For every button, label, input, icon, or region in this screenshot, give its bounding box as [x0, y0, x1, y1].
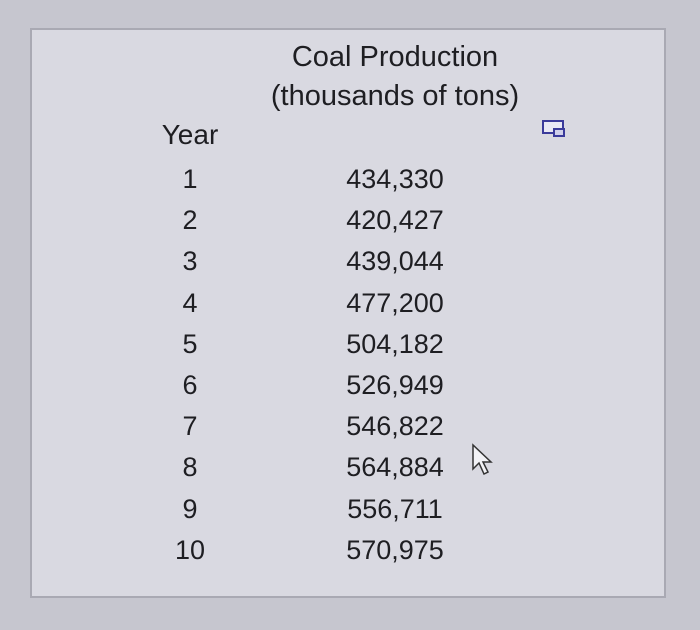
year-cell: 6 — [182, 370, 198, 400]
production-cell: 564,884 — [346, 452, 444, 483]
production-cell: 420,427 — [346, 205, 444, 236]
production-cell: 546,822 — [346, 411, 444, 442]
year-cell: 7 — [182, 411, 198, 442]
production-cell: 439,044 — [346, 246, 444, 277]
year-cell: 1 — [182, 164, 198, 194]
column-header: Coal Production (thousands of tons) — [270, 41, 520, 112]
production-cell: 570,975 — [346, 534, 444, 565]
year-cell: 2 — [182, 205, 198, 236]
year-cell: 4 — [182, 287, 198, 318]
year-cell: 3 — [182, 246, 198, 277]
copy-icon[interactable] — [542, 120, 566, 138]
production-cell: 434,330 — [346, 164, 444, 194]
production-cell: 556,711 — [347, 493, 443, 524]
column-header: Year — [161, 119, 219, 150]
year-cell: 9 — [182, 493, 198, 524]
year-cell: 5 — [182, 328, 198, 359]
year-cell: 8 — [182, 452, 198, 483]
production-cell: 504,182 — [346, 328, 444, 359]
production-cell: 477,200 — [346, 287, 444, 318]
mouse-cursor — [472, 443, 493, 476]
year-cell: 10 — [174, 534, 206, 565]
production-cell: 526,949 — [346, 370, 444, 400]
